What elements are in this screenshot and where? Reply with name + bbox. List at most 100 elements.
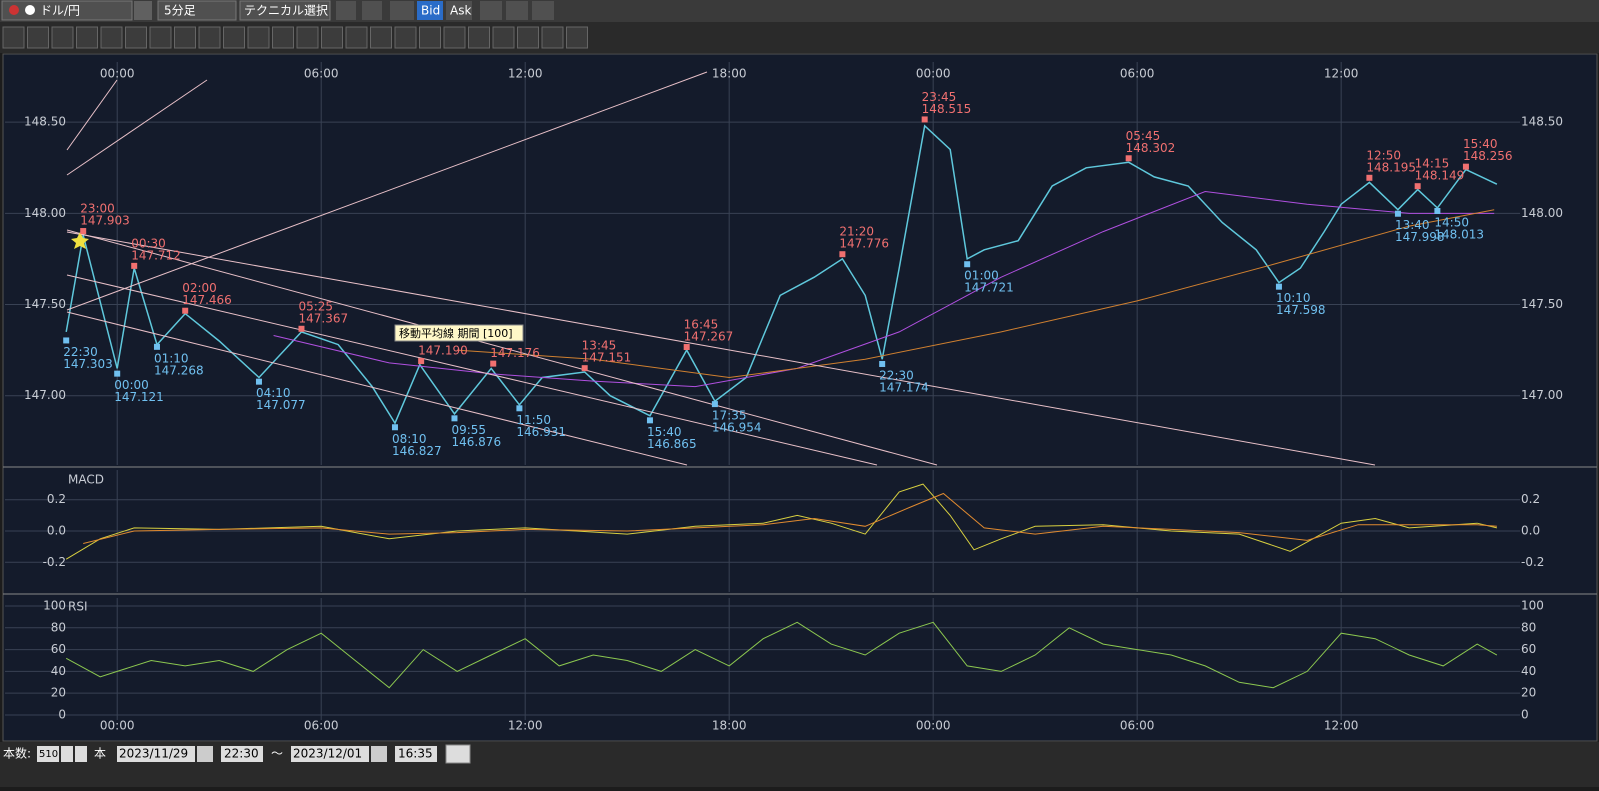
extreme-marker <box>879 360 886 367</box>
tool-icon[interactable] <box>443 26 466 49</box>
dropdown[interactable] <box>134 1 152 20</box>
extreme-time: 12:50 <box>1366 148 1401 162</box>
panel-title: RSI <box>68 600 88 614</box>
tooltip-box <box>394 324 524 342</box>
tool-button[interactable] <box>506 1 528 20</box>
extreme-marker <box>1366 174 1373 181</box>
technical-select[interactable] <box>239 0 331 21</box>
extreme-value: 147.776 <box>839 237 889 251</box>
x-tick-label: 12:00 <box>508 719 543 733</box>
tool-icon[interactable] <box>468 26 490 49</box>
tool-icon[interactable] <box>345 26 368 49</box>
y-tick-label: 40 <box>51 664 66 678</box>
extreme-time: 22:30 <box>63 345 98 359</box>
from-date-box[interactable] <box>117 746 195 762</box>
apply-button[interactable] <box>445 744 471 764</box>
tool-button[interactable] <box>336 1 356 20</box>
extreme-value: 147.174 <box>879 380 929 394</box>
y-tick-label: 0.2 <box>1521 492 1540 506</box>
spin-down[interactable] <box>61 746 73 762</box>
series-line <box>65 621 1498 689</box>
tool-icon[interactable] <box>541 26 564 49</box>
extreme-value: 146.876 <box>451 435 501 449</box>
tool-button[interactable] <box>480 1 502 20</box>
y-tick-label: 147.00 <box>1521 388 1563 402</box>
extreme-value: 147.190 <box>418 344 468 358</box>
from-time-box[interactable] <box>221 746 263 762</box>
tool-button[interactable] <box>390 1 414 20</box>
panel-title: MACD <box>68 473 104 487</box>
extreme-value: 148.013 <box>1434 227 1484 241</box>
y-tick-label: 0.2 <box>47 492 66 506</box>
flag <box>25 5 35 15</box>
extreme-time: 00:00 <box>114 378 149 392</box>
tool-button[interactable] <box>532 1 554 20</box>
tool-icon[interactable] <box>394 26 417 49</box>
to-date-box[interactable] <box>291 746 369 762</box>
extreme-value: 147.121 <box>114 390 164 404</box>
extreme-marker <box>1275 283 1282 290</box>
tool-icon[interactable] <box>174 26 196 49</box>
extreme-marker <box>182 307 189 314</box>
to-time-box[interactable] <box>395 746 437 762</box>
tool-icon[interactable] <box>247 26 270 49</box>
y-tick-label: 148.50 <box>24 115 66 129</box>
tool-icon[interactable] <box>321 26 343 49</box>
extreme-marker <box>153 343 160 350</box>
extreme-marker <box>114 370 121 377</box>
extreme-time: 13:40 <box>1395 218 1430 232</box>
tool-icon[interactable] <box>517 26 539 49</box>
timeframe-select[interactable] <box>157 0 237 21</box>
extreme-value: 147.267 <box>684 330 734 344</box>
tool-icon[interactable] <box>492 26 515 49</box>
series-line <box>65 483 1498 560</box>
trend-line <box>66 229 938 466</box>
extreme-value: 147.151 <box>582 351 632 365</box>
tool-icon[interactable] <box>272 26 294 49</box>
extreme-time: 23:45 <box>922 90 957 104</box>
extreme-value: 146.865 <box>647 437 697 451</box>
extreme-time: 22:30 <box>879 368 914 382</box>
extreme-value: 147.712 <box>131 248 181 262</box>
tool-icon[interactable] <box>149 26 172 49</box>
tool-icon[interactable] <box>125 26 147 49</box>
tool-icon[interactable] <box>2 26 25 49</box>
extreme-value: 147.598 <box>1276 303 1326 317</box>
calendar-button[interactable] <box>197 746 213 762</box>
extreme-marker <box>581 365 588 372</box>
y-tick-label: 100 <box>1521 598 1544 612</box>
tool-icon[interactable] <box>198 26 221 49</box>
extreme-time: 23:00 <box>80 202 115 216</box>
y-tick-label: 20 <box>51 686 66 700</box>
x-tick-label: 06:00 <box>304 719 339 733</box>
y-tick-label: 80 <box>1521 620 1536 634</box>
tool-icon[interactable] <box>223 26 245 49</box>
ask-button[interactable] <box>446 1 472 20</box>
pair-select[interactable] <box>1 0 133 21</box>
x-tick-label: 00:00 <box>100 719 135 733</box>
tool-icon[interactable] <box>370 26 392 49</box>
extreme-time: 05:25 <box>298 299 333 313</box>
count-box[interactable] <box>37 746 59 762</box>
tool-icon[interactable] <box>100 26 123 49</box>
calendar-button[interactable] <box>371 746 387 762</box>
tool-icon[interactable] <box>76 26 98 49</box>
bid-button[interactable] <box>417 1 443 20</box>
x-tick-label: 06:00 <box>1120 719 1155 733</box>
extreme-time: 14:15 <box>1415 157 1450 171</box>
extreme-marker <box>80 228 87 235</box>
spin-up[interactable] <box>75 746 87 762</box>
y-tick-label: 80 <box>51 620 66 634</box>
extreme-marker <box>1394 210 1401 217</box>
tool-icon[interactable] <box>27 26 49 49</box>
tool-icon[interactable] <box>419 26 441 49</box>
tool-button[interactable] <box>362 1 382 20</box>
pair: ドル/円 <box>40 4 80 18</box>
y-tick-label: 0.0 <box>1521 524 1540 538</box>
extreme-marker <box>1434 207 1441 214</box>
tool-icon[interactable] <box>296 26 319 49</box>
extreme-marker <box>298 325 305 332</box>
extreme-time: 01:00 <box>964 269 999 283</box>
tool-icon[interactable] <box>566 26 588 49</box>
tool-icon[interactable] <box>51 26 74 49</box>
